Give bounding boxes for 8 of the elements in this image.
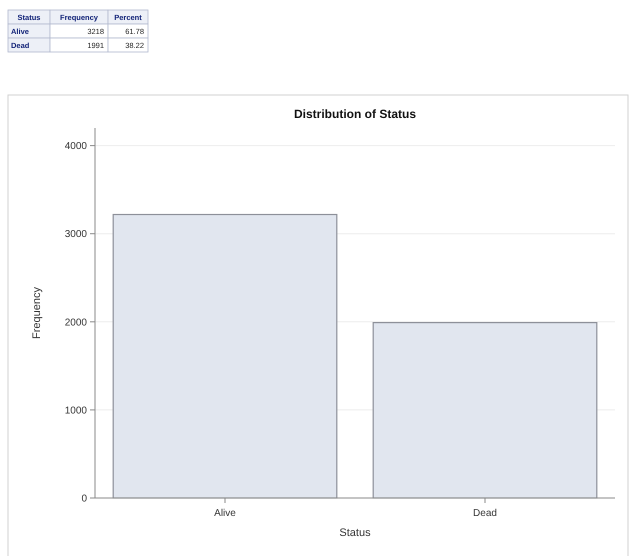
x-axis-title: Status	[339, 527, 372, 539]
y-tick-label: 1000	[64, 405, 88, 416]
y-tick-label: 2000	[64, 317, 88, 328]
y-tick-label: 3000	[64, 229, 88, 240]
y-axis-title: Frequency	[31, 286, 43, 339]
chart-title: Distribution of Status	[294, 107, 416, 121]
y-tick-label: 0	[81, 494, 88, 504]
y-tick-label: 4000	[64, 141, 88, 152]
